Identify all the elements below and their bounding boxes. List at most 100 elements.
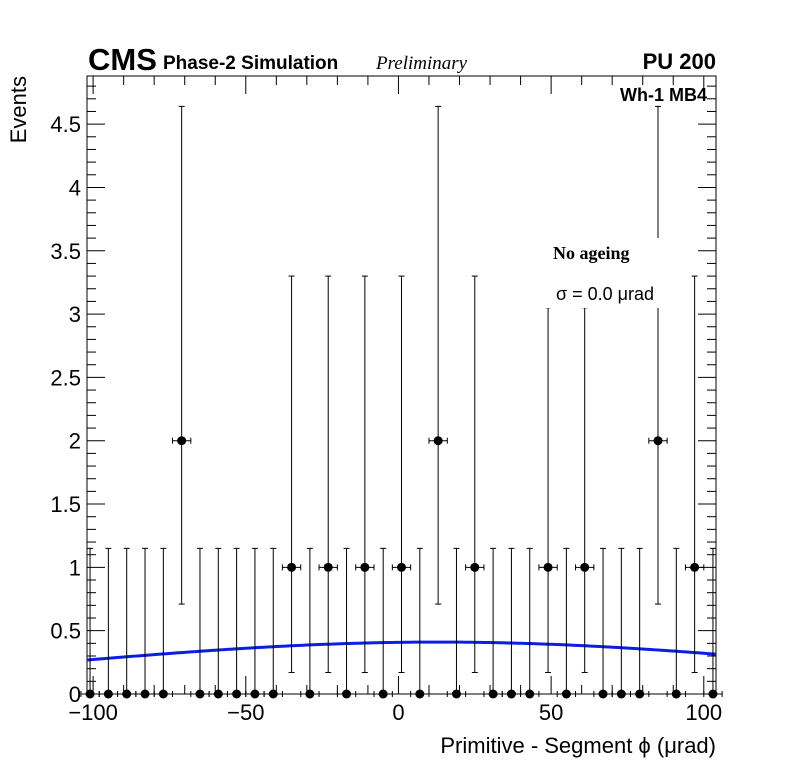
data-marker <box>561 689 571 699</box>
data-marker <box>580 562 590 572</box>
data-marker <box>470 562 480 572</box>
data-marker <box>525 689 535 699</box>
x-axis-ticks: −100 −50 0 50 100 <box>68 76 722 725</box>
data-marker <box>232 689 242 699</box>
data-marker <box>103 689 113 699</box>
pileup-label: PU 200 <box>643 49 716 74</box>
data-marker <box>158 689 168 699</box>
data-point <box>373 547 393 699</box>
x-tick-label: −50 <box>227 700 264 725</box>
data-point <box>703 547 723 699</box>
data-point <box>355 275 375 673</box>
data-point <box>648 105 668 605</box>
data-point <box>171 105 192 605</box>
x-tick-label: 50 <box>539 700 563 725</box>
data-marker <box>342 689 352 699</box>
data-point <box>593 547 613 699</box>
data-marker <box>177 436 187 446</box>
y-tick-label: 0 <box>69 682 81 707</box>
data-marker <box>488 689 498 699</box>
x-tick-label: 100 <box>685 700 722 725</box>
data-marker <box>213 689 223 699</box>
simulation-label: Phase-2 Simulation <box>163 53 338 74</box>
data-point <box>135 547 155 699</box>
x-tick-label: 0 <box>392 700 404 725</box>
data-marker <box>653 436 663 446</box>
data-point <box>336 547 357 699</box>
data-marker <box>598 689 608 699</box>
data-point <box>281 275 302 673</box>
data-points-layer <box>80 105 723 699</box>
y-tick-label: 4 <box>69 175 81 200</box>
y-tick-label: 1 <box>69 555 81 580</box>
y-tick-label: 1.5 <box>50 492 81 517</box>
data-point <box>245 547 265 699</box>
data-point <box>410 547 430 699</box>
y-tick-label: 2.5 <box>50 365 81 390</box>
data-marker <box>378 689 388 699</box>
data-marker <box>451 689 461 699</box>
data-point <box>226 547 247 699</box>
annotation-background <box>540 238 680 308</box>
data-point <box>556 547 577 699</box>
y-tick-label: 2 <box>69 429 81 454</box>
y-axis-title: Events <box>6 76 31 143</box>
data-marker <box>671 689 681 699</box>
plot-frame <box>86 75 717 695</box>
data-point <box>666 547 686 699</box>
data-point <box>263 547 283 699</box>
data-point <box>483 547 503 699</box>
data-point <box>208 547 228 699</box>
data-point <box>98 547 119 699</box>
data-point <box>611 547 632 699</box>
x-tick-label: −100 <box>68 700 118 725</box>
y-tick-label: 4.5 <box>50 112 81 137</box>
x-axis-title: Primitive - Segment ϕ (μrad) <box>440 733 716 758</box>
data-point <box>465 275 485 673</box>
data-marker <box>122 689 132 699</box>
data-marker <box>360 562 370 572</box>
data-marker <box>305 689 315 699</box>
data-marker <box>250 689 260 699</box>
region-label: Wh-1 MB4 <box>620 85 707 105</box>
data-point <box>446 547 467 699</box>
y-axis-ticks: 0 0.5 1 1.5 2 2.5 3 3.5 4 4.5 <box>50 85 716 707</box>
data-point <box>684 275 705 673</box>
data-marker <box>397 562 406 572</box>
data-point <box>428 105 448 605</box>
data-marker <box>506 689 516 699</box>
data-point <box>391 275 412 673</box>
data-marker <box>323 562 333 572</box>
annotation-sigma: σ = 0.0 μrad <box>556 284 654 304</box>
data-point <box>501 547 522 699</box>
data-point <box>520 547 540 699</box>
preliminary-label: Preliminary <box>375 53 468 74</box>
data-marker <box>543 562 553 572</box>
data-marker <box>287 562 297 572</box>
data-point <box>153 547 173 699</box>
data-point <box>318 275 338 673</box>
cms-label: CMS <box>88 42 157 77</box>
data-marker <box>616 689 626 699</box>
data-marker <box>140 689 150 699</box>
data-marker <box>195 689 205 699</box>
data-marker <box>415 689 425 699</box>
data-marker <box>268 689 278 699</box>
data-point <box>80 547 100 699</box>
data-marker <box>635 689 645 699</box>
y-tick-label: 3 <box>69 302 81 327</box>
y-tick-label: 3.5 <box>50 239 81 264</box>
y-tick-label: 0.5 <box>50 619 81 644</box>
data-marker <box>690 562 700 572</box>
data-point <box>117 547 137 699</box>
data-marker <box>708 689 718 699</box>
data-point <box>190 547 210 699</box>
data-marker <box>85 689 95 699</box>
data-marker <box>433 436 443 446</box>
data-point <box>575 307 595 673</box>
annotation-title: No ageing <box>553 243 630 263</box>
data-point <box>538 307 558 673</box>
data-point <box>300 547 320 699</box>
data-point <box>630 547 650 699</box>
